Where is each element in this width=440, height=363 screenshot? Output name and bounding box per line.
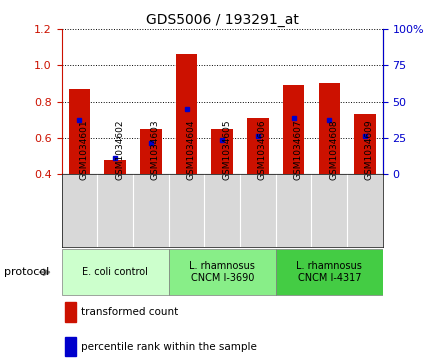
- Title: GDS5006 / 193291_at: GDS5006 / 193291_at: [146, 13, 299, 26]
- Bar: [104, 160, 126, 174]
- Text: GSM1034609: GSM1034609: [365, 119, 374, 180]
- Bar: [276, 249, 383, 295]
- Bar: [62, 249, 169, 295]
- Bar: [319, 83, 340, 174]
- Bar: [69, 89, 90, 174]
- Text: GSM1034607: GSM1034607: [293, 119, 303, 180]
- Text: L. rhamnosus
CNCM I-4317: L. rhamnosus CNCM I-4317: [296, 261, 362, 283]
- Bar: [247, 118, 268, 174]
- Text: GSM1034608: GSM1034608: [329, 119, 338, 180]
- Bar: [140, 129, 161, 174]
- Bar: [283, 85, 304, 174]
- Bar: [212, 129, 233, 174]
- Bar: [176, 54, 197, 174]
- Text: GSM1034601: GSM1034601: [80, 119, 88, 180]
- Text: protocol: protocol: [4, 267, 50, 277]
- Text: percentile rank within the sample: percentile rank within the sample: [81, 342, 257, 352]
- Text: E. coli control: E. coli control: [82, 267, 148, 277]
- Text: GSM1034602: GSM1034602: [115, 119, 124, 180]
- Bar: [169, 249, 276, 295]
- Text: GSM1034603: GSM1034603: [151, 119, 160, 180]
- Text: GSM1034605: GSM1034605: [222, 119, 231, 180]
- Bar: [62, 174, 383, 247]
- Bar: [65, 302, 76, 322]
- Bar: [354, 114, 376, 174]
- Text: GSM1034606: GSM1034606: [258, 119, 267, 180]
- Text: GSM1034604: GSM1034604: [187, 119, 195, 180]
- Text: transformed count: transformed count: [81, 307, 178, 317]
- Text: L. rhamnosus
CNCM I-3690: L. rhamnosus CNCM I-3690: [189, 261, 255, 283]
- Bar: [65, 337, 76, 356]
